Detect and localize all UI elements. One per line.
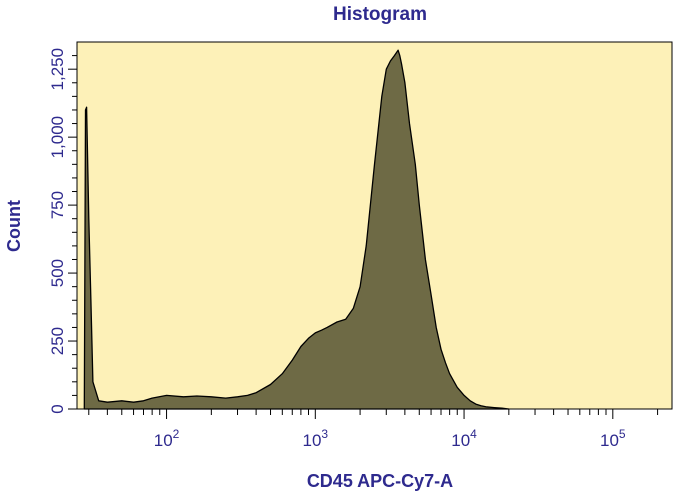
y-tick-label: 1,000 — [48, 116, 67, 159]
histogram-layer — [83, 49, 510, 410]
y-axis-ticks: 0 250 500 750 1,000 1,250 — [48, 42, 78, 414]
y-tick-label: 250 — [48, 327, 67, 355]
chart-title: Histogram — [333, 4, 427, 25]
y-axis-label: Count — [4, 200, 24, 252]
y-tick-label: 1,250 — [48, 48, 67, 91]
x-tick-label: 102 — [154, 427, 180, 450]
x-tick-label: 105 — [600, 427, 626, 450]
x-tick-label: 104 — [451, 427, 477, 450]
y-tick-label: 0 — [48, 404, 67, 413]
x-tick-label: 103 — [303, 427, 329, 450]
y-tick-label: 500 — [48, 259, 67, 287]
y-tick-label: 750 — [48, 191, 67, 219]
histogram-area-0 — [83, 49, 510, 410]
x-axis-ticks: 102 103 104 105 — [77, 408, 672, 450]
x-axis-label: CD45 APC-Cy7-A — [307, 471, 453, 491]
